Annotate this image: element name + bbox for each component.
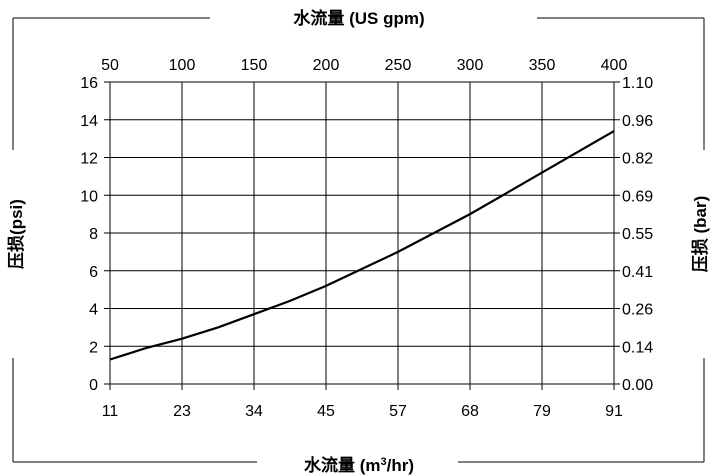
plot-grid (104, 81, 620, 390)
left-tick-label: 8 (89, 226, 98, 243)
top-tick-label: 100 (169, 57, 196, 74)
right-tick-label: 0.00 (622, 377, 653, 394)
bottom-tick-label: 91 (605, 403, 623, 420)
bottom-tick-label: 57 (389, 403, 407, 420)
top-tick-label: 50 (101, 57, 119, 74)
right-tick-label: 0.82 (622, 151, 653, 168)
bottom-axis-ticks: 11 23 34 45 57 68 79 91 (102, 403, 623, 420)
right-tick-label: 0.55 (622, 226, 653, 243)
right-tick-label: 1.10 (622, 75, 653, 92)
left-tick-label: 12 (80, 151, 98, 168)
top-axis-title: 水流量 (US gpm) (293, 8, 424, 28)
bottom-tick-label: 68 (461, 403, 479, 420)
right-tick-label: 0.96 (622, 113, 653, 130)
right-axis-ticks: 0.00 0.14 0.26 0.41 0.55 0.69 0.82 0.96 1.10 (622, 75, 653, 394)
top-tick-label: 400 (601, 57, 628, 74)
top-tick-label: 200 (313, 57, 340, 74)
top-tick-label: 350 (529, 57, 556, 74)
top-tick-label: 250 (385, 57, 412, 74)
bottom-tick-label: 79 (533, 403, 551, 420)
right-axis-title: 压损 (bar) (690, 196, 710, 273)
bottom-tick-label: 34 (245, 403, 263, 420)
pressure-drop-line (109, 130, 615, 361)
left-tick-label: 16 (80, 75, 98, 92)
left-tick-label: 14 (80, 113, 98, 130)
top-tick-label: 150 (241, 57, 268, 74)
chart-frame (12, 17, 705, 463)
right-tick-label: 0.26 (622, 302, 653, 319)
left-tick-label: 0 (89, 377, 98, 394)
bottom-axis-title: 水流量 (m3/hr) (304, 455, 414, 475)
top-tick-label: 300 (457, 57, 484, 74)
bottom-tick-label: 45 (317, 403, 335, 420)
top-axis-ticks: 50 100 150 200 250 300 350 400 (101, 57, 627, 74)
left-tick-label: 2 (89, 339, 98, 356)
right-tick-label: 0.69 (622, 188, 653, 205)
right-tick-label: 0.14 (622, 339, 653, 356)
left-tick-label: 10 (80, 188, 98, 205)
left-tick-label: 6 (89, 264, 98, 281)
left-axis-title: 压损(psi) (6, 199, 26, 269)
right-tick-label: 0.41 (622, 264, 653, 281)
bottom-tick-label: 11 (102, 403, 119, 420)
left-axis-ticks: 0 2 4 6 8 10 12 14 16 (80, 75, 98, 394)
bottom-tick-label: 23 (173, 403, 191, 420)
left-tick-label: 4 (89, 302, 98, 319)
